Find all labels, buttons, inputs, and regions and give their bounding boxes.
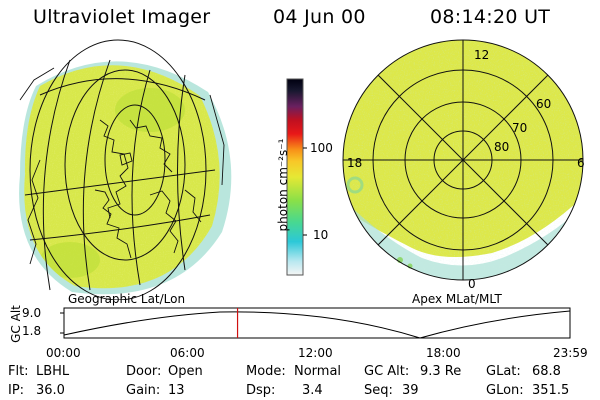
door-label: Door: [126,364,162,379]
time-tick-1: 06:00 [170,346,205,360]
seq-value: 39 [402,383,419,398]
ip-value: 36.0 [36,383,65,398]
gcalt-value: 9.3 Re [420,364,462,379]
geographic-image [19,39,232,300]
altitude-ymax: 9.0 [22,306,42,320]
time-tick-3: 18:00 [426,346,461,360]
gain-label: Gain: [126,383,161,398]
lat-label-80: 80 [494,140,510,154]
dsp-label: Dsp: [246,383,276,398]
right-panel-caption: Apex MLat/MLT [412,292,502,306]
mode-label: Mode: [246,364,286,379]
mlt-label-6: 6 [577,156,585,170]
lat-label-70: 70 [512,121,528,135]
glat-label: GLat: [486,364,521,379]
flt-label: Flt: [8,364,29,379]
time-tick-2: 12:00 [298,346,333,360]
colorbar-unit: photon cm⁻²s⁻¹ [276,138,290,232]
colorbar-tick-10: 10 [313,228,329,242]
gain-value: 13 [168,383,185,398]
title: Ultraviolet Imager [33,6,211,28]
flt-value: LBHL [36,364,70,379]
altitude-curve [63,310,571,339]
lat-label-60: 60 [536,97,552,111]
door-value: Open [168,364,203,379]
graticule [19,39,225,300]
mlt-label-12: 12 [474,48,490,62]
date: 04 Jun 00 [273,6,366,28]
colorbar-tick-100: 100 [310,141,333,155]
time: 08:14:20 UT [430,6,551,28]
polar-image [342,39,584,281]
colorbar [286,78,307,276]
altitude-plot [60,307,571,339]
seq-label: Seq: [364,383,393,398]
mode-value: Normal [294,364,342,379]
time-tick-0: 00:00 [46,346,81,360]
mlt-label-0: 0 [468,277,476,291]
gcalt-label: GC Alt: [364,364,410,379]
time-tick-4: 23:59 [553,346,588,360]
polar-grid [342,39,584,281]
glon-label: GLon: [486,383,524,398]
glon-value: 351.5 [532,383,570,398]
left-panel-caption: Geographic Lat/Lon [68,292,186,306]
glat-value: 68.8 [532,364,561,379]
altitude-ymin: 1.8 [22,324,42,338]
dsp-value: 3.4 [302,383,323,398]
ip-label: IP: [8,383,25,398]
mlt-label-18: 18 [347,156,363,170]
